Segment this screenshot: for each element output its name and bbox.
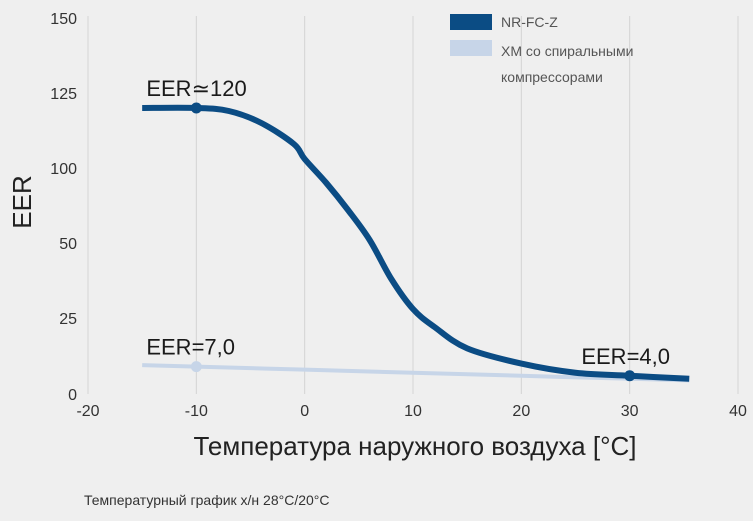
legend: NR-FC-Z ХМ со спиральными компрессорами bbox=[450, 14, 633, 85]
y-tick-label: 0 bbox=[68, 387, 77, 404]
y-tick-label: 125 bbox=[50, 86, 77, 103]
series-line-nr-fc-z bbox=[142, 104, 690, 382]
data-point-marker bbox=[190, 361, 202, 373]
y-tick-label: 100 bbox=[50, 161, 77, 178]
x-tick-label: 40 bbox=[729, 403, 747, 420]
series-lines bbox=[142, 104, 690, 383]
legend-label-xm-line1: ХМ со спиральными bbox=[501, 43, 633, 59]
y-axis-title: EER bbox=[7, 175, 37, 228]
x-axis-title: Температура наружного воздуха [°C] bbox=[193, 431, 636, 461]
legend-swatch-xm bbox=[450, 40, 492, 56]
annotation-label: EER=7,0 bbox=[146, 335, 235, 360]
annotation-label: EER=4,0 bbox=[581, 344, 670, 369]
series-markers bbox=[190, 102, 636, 382]
x-tick-label: 10 bbox=[404, 403, 422, 420]
x-tick-label: 0 bbox=[300, 403, 309, 420]
legend-label-nr-fc-z: NR-FC-Z bbox=[501, 14, 558, 30]
legend-label-xm-line2: компрессорами bbox=[501, 69, 603, 85]
y-tick-labels: 0 25 50 100 125 150 bbox=[50, 11, 77, 404]
data-point-marker bbox=[190, 102, 202, 114]
y-tick-label: 50 bbox=[59, 236, 77, 253]
x-tick-label: 20 bbox=[512, 403, 530, 420]
footnote: Температурный график х/н 28°С/20°С bbox=[84, 492, 330, 508]
grid-lines bbox=[87, 16, 739, 394]
y-tick-label: 150 bbox=[50, 11, 77, 28]
x-tick-labels: -20 -10 0 10 20 30 40 bbox=[76, 403, 747, 420]
annotation-label: EER≃120 bbox=[146, 76, 246, 101]
x-tick-label: -20 bbox=[76, 403, 99, 420]
point-annotations: EER≃120 EER=7,0 EER=4,0 bbox=[146, 76, 670, 369]
x-tick-label: 30 bbox=[621, 403, 639, 420]
x-tick-label: -10 bbox=[185, 403, 208, 420]
legend-swatch-nr-fc-z bbox=[450, 14, 492, 30]
y-tick-label: 25 bbox=[59, 311, 77, 328]
data-point-marker bbox=[624, 370, 636, 382]
series-line-xm bbox=[142, 363, 690, 383]
